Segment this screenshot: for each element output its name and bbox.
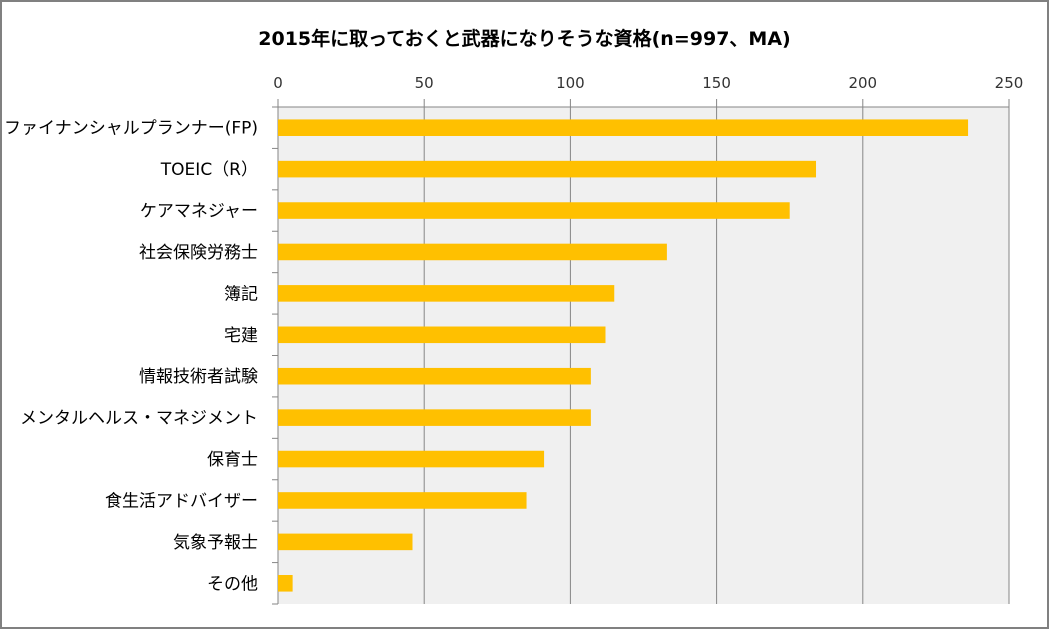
category-label: 情報技術者試験: [139, 367, 258, 387]
bar: [278, 492, 527, 509]
category-label: 保育士: [207, 450, 258, 470]
bars: [278, 119, 969, 592]
bar: [278, 533, 413, 551]
category-label: 食生活アドバイザー: [105, 491, 258, 511]
category-label: ケアマネジャー: [140, 202, 258, 222]
y-axis-labels: ファイナンシャルプランナー(FP) TOEIC（R） ケアマネジャー社会保険労務士簿…: [4, 119, 258, 595]
bar: [278, 202, 790, 219]
category-label: 宅建: [224, 326, 258, 346]
category-label: 社会保険労務士: [139, 243, 258, 263]
category-label: 気象予報士: [173, 533, 258, 553]
bar: [278, 409, 591, 426]
bar: [278, 575, 293, 592]
category-label: その他: [207, 574, 258, 594]
bar: [278, 160, 817, 178]
chart-title: 2015年に取っておくと武器になりそうな資格(n=997、MA): [258, 28, 791, 50]
x-tick-label: 200: [848, 74, 877, 92]
bar: [278, 285, 615, 302]
x-tick-label: 0: [273, 74, 283, 92]
gridlines: [272, 99, 1010, 605]
bar: [278, 450, 545, 468]
category-label: 簿記: [224, 284, 258, 304]
x-tick-label: 100: [556, 74, 585, 92]
category-label: メンタルヘルス・マネジメント: [20, 409, 258, 429]
x-tick-label: 150: [702, 74, 731, 92]
bar: [278, 119, 969, 136]
x-tick-label: 50: [415, 74, 434, 92]
x-tick-label: 250: [995, 74, 1024, 92]
bar: [278, 326, 606, 344]
x-axis-ticks: 0 50 100 150 200 250: [273, 74, 1023, 92]
category-label: TOEIC（R）: [160, 160, 258, 180]
category-label: ファイナンシャルプランナー(FP): [4, 119, 258, 139]
bar: [278, 367, 591, 385]
plot-area: [278, 107, 1009, 604]
bar: [278, 243, 667, 261]
